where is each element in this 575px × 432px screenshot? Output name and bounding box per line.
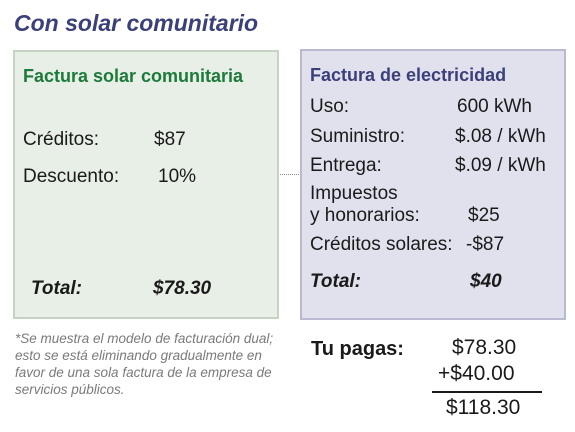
electric-bill-title: Factura de electricidad — [310, 65, 507, 85]
connector-line — [280, 174, 299, 175]
page-title: Con solar comunitario — [14, 10, 259, 36]
solar-total-value: $78.30 — [153, 278, 212, 299]
electric-bill-panel: Factura de electricidad Uso: 600 kWh Sum… — [300, 49, 566, 320]
credits-value: $87 — [154, 129, 186, 150]
delivery-value: $.09 / kWh — [455, 155, 546, 176]
electric-total-value: $40 — [470, 271, 502, 292]
solar-credits-value: -$87 — [466, 234, 505, 255]
electric-total-label: Total: — [310, 271, 362, 292]
solar-bill-title: Factura solar comunitaria — [23, 66, 244, 86]
usage-value: 600 kWh — [457, 96, 532, 117]
pay-line-electric: +$40.00 — [438, 362, 515, 385]
delivery-label: Entrega: — [310, 155, 382, 176]
pay-total: $118.30 — [446, 396, 521, 419]
solar-total-label: Total: — [31, 278, 83, 299]
sum-line — [432, 391, 542, 393]
solar-credits-label: Créditos solares: — [310, 234, 453, 255]
you-pay-label: Tu pagas: — [311, 338, 404, 360]
usage-label: Uso: — [310, 96, 350, 117]
discount-value: 10% — [158, 166, 197, 187]
pay-line-solar: $78.30 — [452, 336, 517, 359]
taxes-value: $25 — [468, 205, 500, 226]
solar-bill-panel: Factura solar comunitaria Créditos: $87 … — [13, 50, 279, 319]
taxes-label-line2: y honorarios: — [310, 205, 420, 226]
credits-label: Créditos: — [23, 129, 100, 150]
supply-value: $.08 / kWh — [455, 126, 546, 147]
taxes-label-line1: Impuestos — [310, 183, 398, 204]
supply-label: Suministro: — [310, 126, 406, 147]
footnote: *Se muestra el modelo de facturación dua… — [15, 331, 274, 397]
discount-label: Descuento: — [23, 166, 120, 187]
